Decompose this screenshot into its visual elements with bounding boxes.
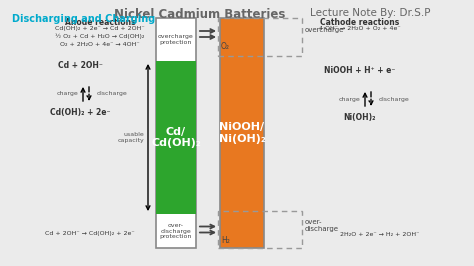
Text: overcharge: overcharge bbox=[305, 27, 345, 33]
Bar bbox=[156, 61, 196, 214]
Text: over-
discharge
protection: over- discharge protection bbox=[160, 223, 192, 239]
Text: Lecture Note By: Dr.S.P: Lecture Note By: Dr.S.P bbox=[310, 8, 430, 18]
Text: 2H₂O + 2e⁻ → H₂ + 2OH⁻: 2H₂O + 2e⁻ → H₂ + 2OH⁻ bbox=[340, 231, 419, 236]
Bar bbox=[218, 211, 302, 248]
Text: 4 OH⁻ → 2H₂O + O₂ + 4e⁻: 4 OH⁻ → 2H₂O + O₂ + 4e⁻ bbox=[319, 26, 401, 31]
Text: Nickel Cadmium Batteries: Nickel Cadmium Batteries bbox=[114, 8, 286, 21]
Text: over-
discharge: over- discharge bbox=[305, 219, 339, 232]
Text: O₂ + 2H₂O + 4e⁻ → 4OH⁻: O₂ + 2H₂O + 4e⁻ → 4OH⁻ bbox=[60, 42, 140, 47]
Text: H₂: H₂ bbox=[221, 236, 230, 245]
Text: ½ O₂ + Cd + H₂O → Cd(OH)₂: ½ O₂ + Cd + H₂O → Cd(OH)₂ bbox=[55, 34, 145, 39]
Text: Cd + 2OH⁻: Cd + 2OH⁻ bbox=[57, 61, 102, 70]
Text: Discharging and Charging: Discharging and Charging bbox=[12, 14, 155, 24]
Text: Anode reactions: Anode reactions bbox=[64, 18, 135, 27]
Text: charge: charge bbox=[338, 97, 360, 102]
Text: Cathode reactions: Cathode reactions bbox=[320, 18, 400, 27]
Text: usable
capacity: usable capacity bbox=[117, 132, 144, 143]
Text: NiOOH/
Ni(OH)₂: NiOOH/ Ni(OH)₂ bbox=[219, 122, 265, 144]
Text: overcharge
protection: overcharge protection bbox=[158, 34, 194, 45]
Bar bbox=[220, 18, 264, 248]
Bar bbox=[218, 18, 302, 56]
Text: Cd(OH)₂ + 2e⁻: Cd(OH)₂ + 2e⁻ bbox=[50, 108, 110, 117]
Text: Ni(OH)₂: Ni(OH)₂ bbox=[344, 113, 376, 122]
Text: discharge: discharge bbox=[379, 97, 410, 102]
Text: Cd + 2OH⁻ → Cd(OH)₂ + 2e⁻: Cd + 2OH⁻ → Cd(OH)₂ + 2e⁻ bbox=[45, 231, 135, 236]
Text: NiOOH + H⁺ + e⁻: NiOOH + H⁺ + e⁻ bbox=[324, 66, 396, 75]
Bar bbox=[156, 18, 196, 248]
Text: Cd(OH)₂ + 2e⁻ → Cd + 2OH⁻: Cd(OH)₂ + 2e⁻ → Cd + 2OH⁻ bbox=[55, 26, 145, 31]
Text: discharge: discharge bbox=[97, 92, 128, 97]
Text: charge: charge bbox=[56, 92, 78, 97]
Text: Cd/
Cd(OH)₂: Cd/ Cd(OH)₂ bbox=[151, 127, 201, 148]
Text: O₂: O₂ bbox=[221, 42, 230, 51]
